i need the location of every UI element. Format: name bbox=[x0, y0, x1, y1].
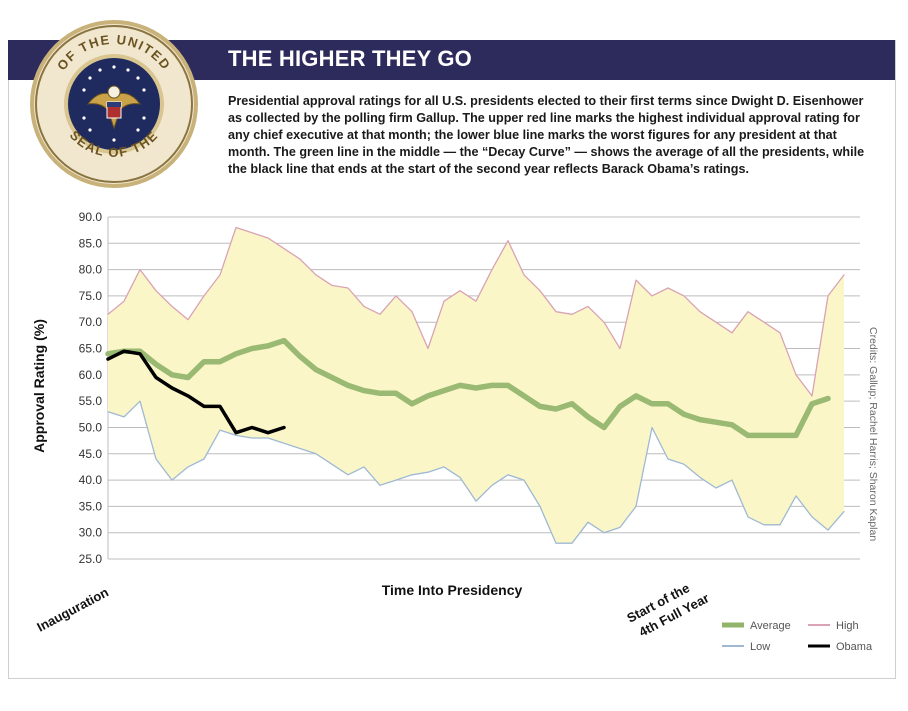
y-tick-label: 35.0 bbox=[79, 499, 103, 513]
y-tick-label: 30.0 bbox=[79, 526, 103, 540]
legend-label-high: High bbox=[836, 620, 859, 632]
y-tick-label: 55.0 bbox=[79, 394, 103, 408]
chart-description: Presidential approval ratings for all U.… bbox=[228, 94, 865, 176]
y-tick-label: 40.0 bbox=[79, 473, 103, 487]
y-tick-label: 50.0 bbox=[79, 420, 103, 434]
legend-label-average: Average bbox=[750, 620, 791, 632]
series-line-high bbox=[107, 226, 845, 397]
y-tick-label: 70.0 bbox=[79, 315, 103, 329]
y-tick-label: 25.0 bbox=[79, 552, 103, 566]
y-axis-label: Approval Rating (%) bbox=[31, 319, 47, 453]
legend-label-low: Low bbox=[750, 641, 770, 653]
y-tick-label: 80.0 bbox=[79, 263, 103, 277]
page-title: THE HIGHER THEY GO bbox=[228, 46, 472, 71]
series-line-obama bbox=[106, 349, 286, 435]
x-axis-label: Time Into Presidency bbox=[382, 582, 523, 598]
presidential-seal-icon: OF THE UNITED SEAL OF THE bbox=[30, 20, 198, 188]
y-tick-label: 60.0 bbox=[79, 368, 103, 382]
y-tick-label: 90.0 bbox=[79, 210, 103, 224]
y-tick-label: 65.0 bbox=[79, 342, 103, 356]
credits-text: Credits: Gallup; Rachel Harris; Sharon K… bbox=[867, 327, 879, 541]
x-annotation-inauguration: Inauguration bbox=[34, 584, 111, 634]
legend-label-obama: Obama bbox=[836, 641, 873, 653]
chart-legend: Average High Low Obama bbox=[722, 620, 873, 653]
series-line-average bbox=[105, 337, 831, 439]
series-line-low bbox=[107, 400, 845, 544]
y-tick-label: 45.0 bbox=[79, 447, 103, 461]
y-tick-label: 75.0 bbox=[79, 289, 103, 303]
y-tick-label: 85.0 bbox=[79, 236, 103, 250]
